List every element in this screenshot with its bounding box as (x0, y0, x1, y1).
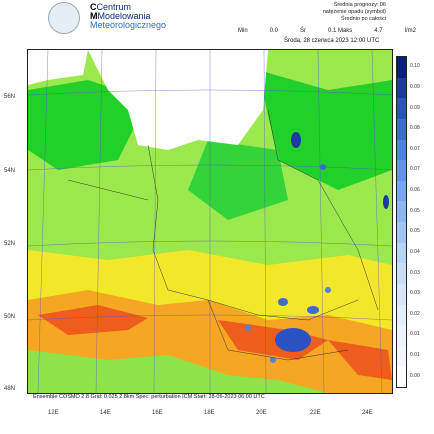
stat-unit: l/m2 (404, 28, 416, 34)
colorbar-swatch (397, 222, 406, 243)
precip-spot-2 (383, 195, 389, 209)
logo-line3: Meteorologicznego (90, 20, 167, 30)
colorbar-tick-label: 0.07 (410, 145, 420, 152)
logo-line2: Modelowania (97, 11, 151, 21)
precip-spot-5 (307, 306, 319, 314)
green-patch-nw (28, 80, 148, 170)
lon-label-12e: 12E (48, 410, 59, 416)
colorbar-tick-label: 0.04 (410, 248, 420, 255)
lat-label-56n: 56N (4, 94, 16, 100)
colorbar-tick-label: 0.01 (410, 331, 420, 338)
colorbar-tick-label: 0.02 (410, 310, 420, 317)
logo-line1: Centrum (96, 2, 132, 12)
map-svg (28, 50, 392, 393)
stats-row: Min 0.0 Śr 0.1 Maks 4.7 l/m2 (238, 28, 416, 34)
header-line1: Średnia prognozy: 06 (333, 2, 386, 8)
stat-min-label: Min (238, 28, 248, 34)
header-line2: natężenie opadu (symbol) (322, 9, 386, 15)
lon-label-16e: 16E (152, 410, 163, 416)
green-patch-center (188, 140, 288, 220)
green-patch-ne (258, 70, 392, 190)
lat-label-52n: 52N (4, 241, 16, 247)
colorbar-swatch (397, 57, 406, 78)
red-patch-e (328, 340, 392, 380)
lon-label-20e: 20E (256, 410, 267, 416)
borders (67, 109, 379, 361)
precip-spot-6 (245, 325, 251, 331)
lat-label-54n: 54N (4, 168, 16, 174)
colorbar-swatch (397, 98, 406, 119)
precip-spot-8 (270, 357, 276, 363)
model-footer: Ensemble COSMO 2.8 Grid: 0.025 2.8km Spe… (33, 394, 265, 400)
lat-label-48n: 48N (4, 386, 16, 392)
lon-label-18e: 18E (204, 410, 215, 416)
colorbar-swatch (397, 201, 406, 222)
colorbar-swatch (397, 304, 406, 326)
colorbar (396, 56, 407, 388)
graticule (28, 50, 392, 393)
colorbar-tick-label: 0.08 (410, 125, 420, 132)
stat-max-value: 4.7 (374, 28, 383, 34)
baltic-sea (88, 50, 268, 150)
stat-max-label: 0.1 Maks (327, 28, 353, 34)
lon-label-14e: 14E (100, 410, 111, 416)
precip-spot-7 (325, 287, 331, 293)
lon-label-22e: 22E (310, 410, 321, 416)
colorbar-swatch (397, 180, 406, 202)
colorbar-tick-label: 0.06 (410, 187, 420, 194)
logo-text: CCentrum MModelowania Meteorologicznego (90, 2, 167, 30)
icm-logo (48, 2, 80, 34)
green-lowland-s (28, 350, 328, 393)
lon-label-24e: 24E (362, 410, 373, 416)
stat-min-value: 0.0 (269, 28, 278, 34)
forecast-map (27, 49, 393, 394)
colorbar-swatch (397, 325, 406, 346)
colorbar-swatch (397, 118, 406, 140)
colorbar-swatch (397, 160, 406, 181)
colorbar-tick-label: 0.10 (410, 63, 420, 70)
colorbar-tick-label: 0.03 (410, 290, 420, 297)
precip-spot-1 (291, 132, 301, 148)
north-sea (28, 50, 88, 85)
colorbar-swatch (397, 77, 406, 99)
colorbar-swatch (397, 263, 406, 284)
colorbar-swatch (397, 283, 406, 305)
lat-label-50n: 50N (4, 314, 16, 320)
colorbar-tick-label: 0.07 (410, 166, 420, 173)
colorbar-tick-label: 0.03 (410, 269, 420, 276)
colorbar-swatch (397, 366, 406, 387)
red-patch-w (38, 305, 148, 335)
colorbar-tick-label: 0.09 (410, 83, 420, 90)
colorbar-swatch (397, 345, 406, 367)
header-line3: Średnio po całości (341, 16, 386, 22)
colorbar-swatch (397, 139, 406, 161)
precip-spot-4 (278, 298, 288, 306)
stat-mean-label: Śr (299, 28, 306, 34)
colorbar-tick-label: 0.05 (410, 207, 420, 214)
forecast-date: Środa, 28 czerwca 2023 12:00 UTC (282, 38, 382, 44)
precip-cluster-1 (275, 328, 311, 352)
colorbar-tick-label: 0.00 (410, 372, 420, 379)
colorbar-swatch (397, 242, 406, 264)
colorbar-tick-label: 0.01 (410, 352, 420, 359)
colorbar-tick-label: 0.05 (410, 228, 420, 235)
colorbar-tick-label: 0.09 (410, 104, 420, 111)
